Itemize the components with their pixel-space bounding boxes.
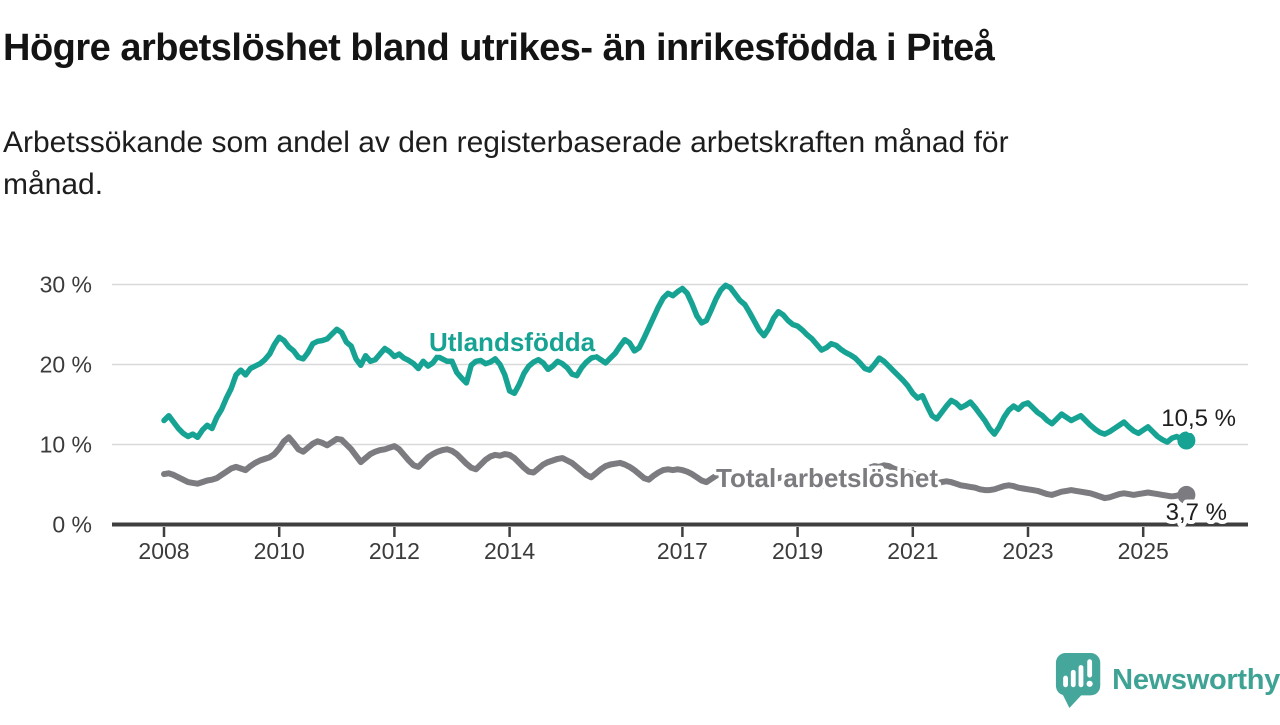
y-tick-label-30: 30 % [40, 272, 92, 298]
y-tick-label-0: 0 % [52, 512, 92, 538]
y-tick-label-10: 10 % [40, 432, 92, 458]
series-end-dot-1 [1177, 485, 1196, 504]
series-end-label-0: 10,5 % [1161, 405, 1236, 432]
y-tick-label-20: 20 % [40, 352, 92, 378]
series-path-0 [161, 282, 1190, 445]
chart-title: Högre arbetslöshet bland utrikes- än inr… [3, 27, 995, 69]
series-end-label-1: 3,7 % [1166, 499, 1227, 526]
x-tick-label-2014: 2014 [484, 538, 535, 564]
x-tick-label-2023: 2023 [1002, 538, 1053, 564]
newsworthy-brand-text: Newsworthy [1112, 663, 1280, 696]
series-path-1 [161, 434, 1190, 502]
newsworthy-logo: Newsworthy [1054, 648, 1280, 712]
x-tick-label-2008: 2008 [138, 538, 189, 564]
newsworthy-logo-icon [1055, 653, 1101, 708]
x-tick-label-2021: 2021 [887, 538, 938, 564]
x-tick-label-2025: 2025 [1118, 538, 1169, 564]
chart-subtitle: Arbetssökande som andel av den registerb… [3, 126, 1009, 201]
x-tick-label-2019: 2019 [772, 538, 823, 564]
series-label-1: Total arbetslöshet [716, 463, 938, 493]
x-tick-label-2012: 2012 [369, 538, 420, 564]
x-tick-label-2017: 2017 [657, 538, 708, 564]
series-end-dot-0 [1177, 431, 1196, 450]
x-tick-label-2010: 2010 [254, 538, 305, 564]
series-label-0: Utlandsfödda [429, 327, 596, 357]
